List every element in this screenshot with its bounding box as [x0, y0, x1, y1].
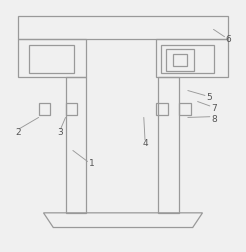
Bar — [158, 77, 179, 213]
Bar — [29, 45, 74, 73]
Text: 3: 3 — [57, 128, 63, 137]
Bar — [173, 54, 187, 66]
Text: 8: 8 — [211, 115, 217, 124]
Bar — [65, 103, 77, 115]
Text: 1: 1 — [89, 160, 94, 168]
Bar — [161, 45, 214, 73]
Bar — [18, 16, 228, 39]
Text: 7: 7 — [211, 104, 217, 113]
Bar — [39, 103, 50, 115]
Bar — [179, 103, 191, 115]
Bar — [156, 103, 168, 115]
Bar — [166, 49, 194, 71]
Text: 4: 4 — [143, 139, 148, 148]
Bar — [156, 39, 228, 77]
Text: 6: 6 — [226, 35, 231, 44]
Text: 5: 5 — [206, 93, 212, 102]
Text: 2: 2 — [15, 128, 21, 137]
Bar — [65, 77, 86, 213]
Bar — [18, 39, 86, 77]
